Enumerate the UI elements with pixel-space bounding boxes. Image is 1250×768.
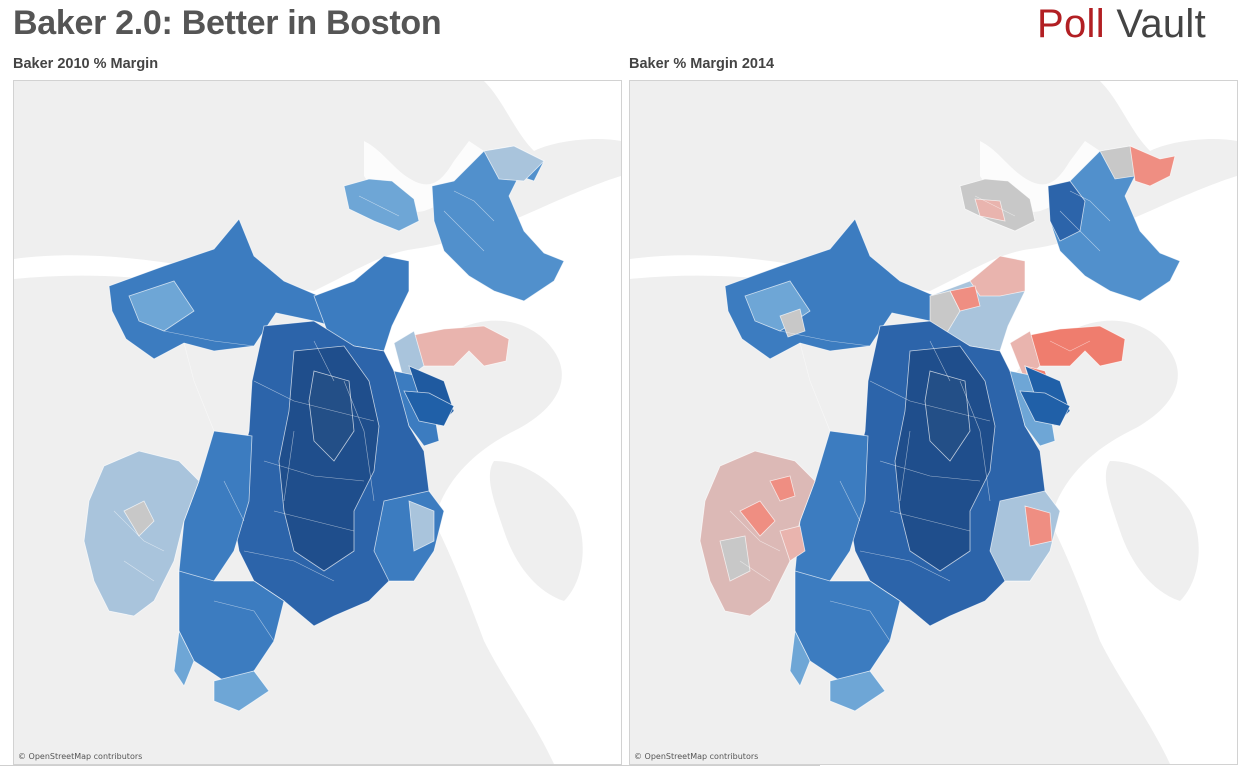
logo-word-poll: Poll bbox=[1037, 2, 1105, 46]
map-2014-title: Baker % Margin 2014 bbox=[629, 56, 775, 72]
choropleth-2014 bbox=[699, 145, 1181, 712]
page-title: Baker 2.0: Better in Boston bbox=[13, 4, 442, 42]
poll-vault-logo: Poll Vault bbox=[1037, 2, 1206, 47]
map-2014[interactable]: © OpenStreetMap contributors bbox=[629, 80, 1238, 765]
bottom-divider bbox=[0, 765, 820, 766]
map-2010-canvas: © OpenStreetMap contributors bbox=[14, 81, 621, 764]
choropleth-2010 bbox=[83, 145, 565, 712]
precinct-lines-2014 bbox=[729, 190, 1111, 642]
map-2014-canvas: © OpenStreetMap contributors bbox=[630, 81, 1237, 764]
map-2010-title: Baker 2010 % Margin bbox=[13, 56, 159, 72]
map-2010-attribution: © OpenStreetMap contributors bbox=[18, 752, 142, 761]
logo-word-vault: Vault bbox=[1116, 2, 1207, 46]
map-2014-attribution: © OpenStreetMap contributors bbox=[634, 752, 758, 761]
map-2010[interactable]: © OpenStreetMap contributors bbox=[13, 80, 622, 765]
precinct-lines-2010 bbox=[113, 190, 495, 642]
